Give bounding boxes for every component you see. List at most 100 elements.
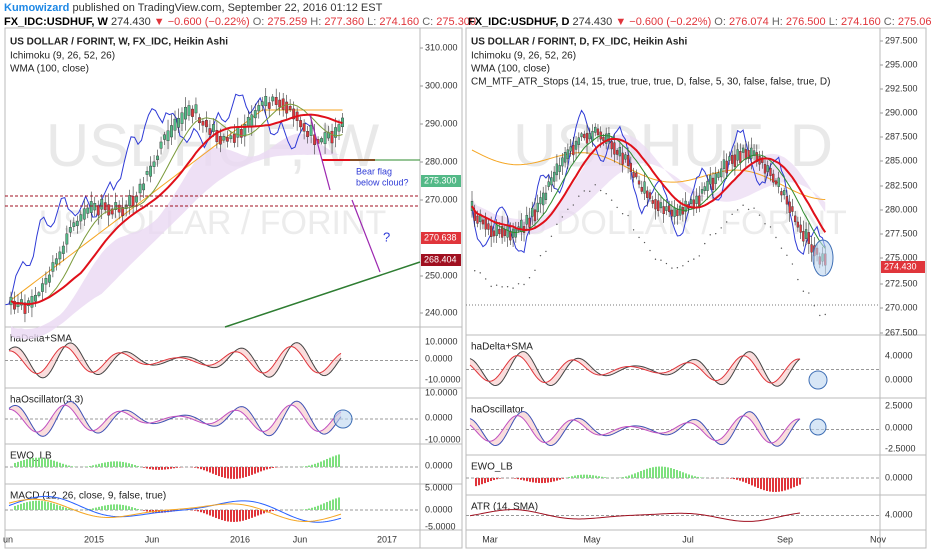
x-tick-label: Mar <box>482 534 498 544</box>
candle <box>536 202 539 212</box>
indicator-label: WMA (100, close) <box>471 64 550 75</box>
candle <box>131 196 135 206</box>
symbol-line: FX_IDC:USDHUF, D 274.430 ▼ −0.600 (−0.22… <box>468 16 932 28</box>
candle <box>533 209 537 222</box>
candle <box>802 231 805 242</box>
candle <box>215 129 219 143</box>
atr-stop <box>715 232 717 235</box>
candle <box>490 225 493 238</box>
candle <box>673 207 676 217</box>
candle <box>610 141 613 150</box>
candle <box>744 149 748 160</box>
candle <box>229 135 233 140</box>
atr-stop <box>769 226 772 228</box>
candle <box>629 162 632 173</box>
candle <box>498 229 501 235</box>
ohlc-label: H: <box>771 16 783 28</box>
oscillator-fill <box>9 401 341 437</box>
author[interactable]: Kumowizard <box>4 2 70 14</box>
y-tick-label: 290.000 <box>425 118 458 128</box>
candle <box>191 108 194 117</box>
candle <box>785 196 789 205</box>
y-tick-label: 10.0000 <box>425 336 458 346</box>
candle <box>725 160 728 174</box>
candle <box>239 129 243 138</box>
y-tick-label: 297.500 <box>885 35 918 45</box>
candle <box>204 120 208 128</box>
candle <box>163 134 166 140</box>
oscillator-signal <box>8 345 342 375</box>
y-tick-label: 280.000 <box>425 156 458 166</box>
candle <box>703 186 706 191</box>
candle <box>299 120 303 128</box>
pane-label: ATR (14, SMA) <box>471 502 538 513</box>
y-tick-label: -2.5000 <box>885 443 916 453</box>
ohlc-label: C: <box>883 16 895 28</box>
atr-stop <box>780 247 783 249</box>
indicator-label: WMA (100, close) <box>10 64 89 75</box>
candle <box>156 155 159 160</box>
candle <box>484 218 487 230</box>
price-tag <box>881 261 925 273</box>
x-tick-label: Jul <box>682 534 694 544</box>
highlight-circle <box>808 370 828 390</box>
atr-stop <box>578 195 580 197</box>
candle <box>285 101 289 114</box>
candle <box>678 205 682 216</box>
candle <box>796 221 800 228</box>
candle <box>337 124 341 132</box>
candle <box>177 117 180 128</box>
ohlc-label: C: <box>422 16 434 28</box>
candle <box>44 278 48 285</box>
price-tag <box>421 175 461 187</box>
atr-stop <box>583 190 585 192</box>
atr-stop <box>720 227 722 229</box>
x-tick-label: Sep <box>777 534 793 544</box>
y-tick-label: 4.0000 <box>885 509 913 519</box>
candle <box>544 192 548 200</box>
candle <box>170 125 173 138</box>
atr-stop <box>676 267 679 269</box>
candle <box>695 195 698 204</box>
candle <box>323 132 327 145</box>
candle <box>637 180 641 185</box>
atr-stop <box>709 234 711 236</box>
indicator-label: CM_MTF_ATR_Stops (14, 15, true, true, tr… <box>471 77 830 88</box>
atr-stop <box>561 216 564 218</box>
candle <box>750 147 753 159</box>
atr-stop <box>594 184 596 186</box>
atr-stop <box>693 258 695 260</box>
candle <box>96 205 100 216</box>
ohlc-value: 275.300 <box>436 16 477 28</box>
candle <box>208 128 212 135</box>
candle <box>271 96 275 102</box>
y-tick-label: 270.000 <box>425 194 458 204</box>
candle <box>54 258 58 265</box>
candle <box>722 159 726 169</box>
arrow <box>351 199 381 273</box>
change: ▼ −0.600 (−0.22%) <box>153 16 250 28</box>
candle <box>159 141 163 149</box>
candle <box>747 149 750 159</box>
ohlc-value: 274.160 <box>379 16 420 28</box>
candle <box>766 165 769 172</box>
pane-label: MACD (12, 26, close, 9, false, true) <box>10 491 166 502</box>
atr-stop <box>600 189 602 192</box>
ohlc-label: L: <box>367 16 377 28</box>
candle <box>487 223 490 230</box>
candle <box>728 156 731 161</box>
candle <box>100 199 104 210</box>
atr-stop <box>649 249 651 252</box>
candle <box>793 215 797 223</box>
candle <box>58 251 62 260</box>
x-tick-label: May <box>583 534 601 544</box>
candle <box>580 133 583 138</box>
symbol-line: FX_IDC:USDHUF, W 274.430 ▼ −0.600 (−0.22… <box>4 16 476 28</box>
symbol: FX_IDC:USDHUF, D <box>468 16 570 28</box>
arrow <box>309 114 331 191</box>
price-tag <box>421 232 461 244</box>
x-tick-label: 2017 <box>377 534 397 544</box>
candle <box>769 167 772 176</box>
y-tick-label: 287.500 <box>885 131 918 141</box>
candle <box>618 146 622 157</box>
